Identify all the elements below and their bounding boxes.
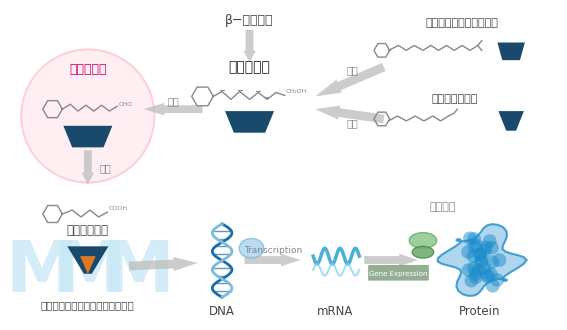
Polygon shape	[438, 224, 526, 296]
Circle shape	[463, 231, 477, 245]
Text: 分解: 分解	[346, 65, 358, 75]
Circle shape	[473, 248, 487, 261]
Polygon shape	[244, 254, 301, 266]
Circle shape	[469, 270, 483, 284]
Text: Transcription: Transcription	[244, 246, 302, 255]
Circle shape	[481, 270, 495, 283]
Circle shape	[475, 253, 489, 267]
FancyBboxPatch shape	[368, 265, 429, 280]
Text: パルミチン酸レチノール: パルミチン酸レチノール	[426, 18, 498, 28]
Polygon shape	[143, 103, 202, 115]
Text: Gene Expression: Gene Expression	[369, 271, 428, 277]
Ellipse shape	[409, 233, 437, 248]
Polygon shape	[315, 106, 384, 123]
Text: DNA: DNA	[209, 306, 235, 318]
Text: COOH: COOH	[108, 206, 128, 211]
Ellipse shape	[412, 246, 434, 258]
Polygon shape	[80, 256, 96, 274]
Circle shape	[485, 255, 499, 269]
Circle shape	[461, 245, 475, 259]
Circle shape	[483, 234, 497, 248]
Circle shape	[477, 261, 491, 275]
Circle shape	[467, 249, 480, 263]
Circle shape	[493, 253, 506, 267]
Circle shape	[21, 50, 154, 182]
Text: 酢酸レチノール: 酢酸レチノール	[431, 94, 477, 104]
Text: M: M	[54, 238, 126, 307]
Circle shape	[479, 240, 493, 254]
Circle shape	[484, 267, 498, 281]
Circle shape	[473, 248, 487, 261]
Polygon shape	[243, 30, 256, 62]
Ellipse shape	[239, 239, 264, 258]
Circle shape	[467, 261, 481, 275]
Text: 代謝: 代謝	[100, 163, 111, 173]
Polygon shape	[67, 246, 108, 274]
Text: レチナール: レチナール	[69, 63, 107, 77]
Circle shape	[478, 244, 492, 257]
Text: 代謝: 代謝	[167, 96, 179, 106]
Circle shape	[467, 232, 481, 246]
Circle shape	[485, 241, 499, 254]
Circle shape	[464, 274, 479, 287]
Text: CHO: CHO	[119, 102, 132, 107]
Text: レチノイン酸: レチノイン酸	[67, 224, 109, 237]
Text: M: M	[103, 238, 175, 307]
Polygon shape	[498, 111, 524, 131]
Polygon shape	[64, 126, 112, 148]
Text: レチノール: レチノール	[229, 60, 270, 74]
Text: β−カロテン: β−カロテン	[225, 15, 274, 27]
Text: CH₂OH: CH₂OH	[286, 89, 307, 94]
Text: 分解: 分解	[346, 118, 358, 128]
Polygon shape	[315, 63, 386, 96]
Polygon shape	[225, 111, 274, 133]
Circle shape	[490, 273, 504, 287]
Circle shape	[468, 240, 481, 253]
Circle shape	[474, 256, 488, 270]
Text: Protein: Protein	[459, 306, 501, 318]
Circle shape	[480, 268, 493, 281]
Text: mRNA: mRNA	[316, 306, 353, 318]
Polygon shape	[82, 150, 94, 184]
Circle shape	[486, 279, 500, 293]
Polygon shape	[497, 43, 525, 60]
Circle shape	[469, 267, 483, 281]
Circle shape	[472, 264, 485, 277]
Circle shape	[470, 239, 484, 252]
Text: M: M	[5, 238, 77, 307]
Text: 効果発現: 効果発現	[429, 202, 456, 212]
Polygon shape	[364, 254, 418, 266]
Polygon shape	[129, 257, 197, 271]
Text: レチノイド受容体（レセプター）: レチノイド受容体（レセプター）	[41, 300, 135, 310]
Circle shape	[462, 263, 476, 277]
